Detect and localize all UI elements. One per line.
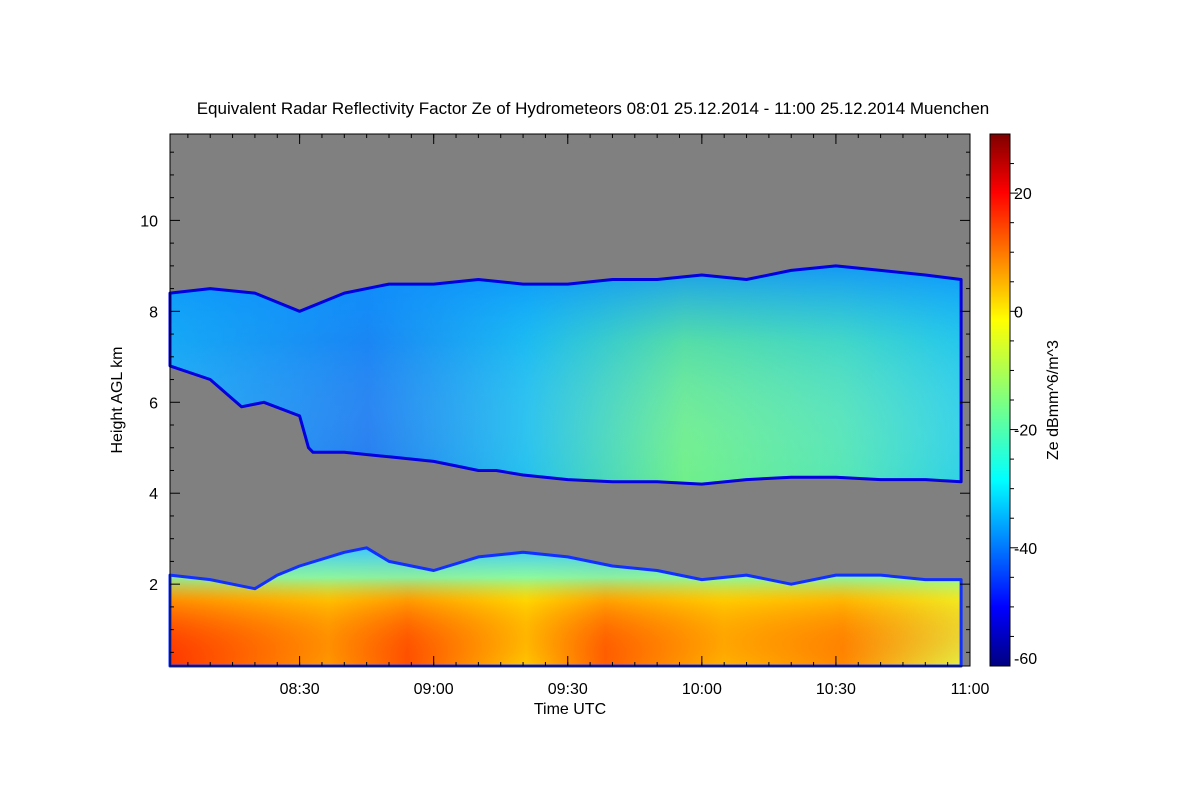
colorbar-tick-label: -40 [1014, 541, 1037, 558]
y-tick-label: 6 [149, 395, 158, 412]
x-axis-label: Time UTC [534, 701, 606, 718]
plot-frame [169, 133, 971, 667]
x-tick-label: 10:30 [816, 681, 856, 698]
x-tick-label: 08:30 [280, 681, 320, 698]
y-axis: 2 4 6 8 10 [140, 151, 970, 653]
colorbar-tick-label: -60 [1014, 651, 1037, 668]
chart-title: Equivalent Radar Reflectivity Factor Ze … [197, 99, 990, 118]
y-axis-label: Height AGL km [109, 346, 126, 453]
upper-cloud-edge [168, 264, 963, 486]
x-axis: 08:30 09:00 09:30 10:00 10:30 11:00 [187, 134, 990, 698]
x-tick-label: 11:00 [951, 681, 990, 698]
colorbar-tick-label: -20 [1014, 423, 1037, 440]
x-tick-label: 09:30 [548, 681, 588, 698]
colorbar-ticks: 20 0 -20 -40 -60 [1010, 163, 1037, 668]
colorbar-tick-label: 20 [1014, 186, 1032, 203]
colorbar: 20 0 -20 -40 -60 Ze dBmm^6/m^3 [989, 133, 1062, 668]
x-tick-label: 09:00 [414, 681, 454, 698]
plot-area [168, 133, 971, 668]
y-tick-label: 10 [140, 213, 158, 230]
low-precipitation-edge [168, 546, 963, 668]
y-tick-label: 8 [149, 304, 158, 321]
x-tick-label: 10:00 [682, 681, 722, 698]
y-tick-label: 2 [149, 577, 158, 594]
reflectivity-layers [168, 264, 963, 668]
colorbar-gradient [989, 133, 1011, 667]
y-tick-label: 4 [149, 486, 158, 503]
colorbar-tick-label: 0 [1014, 304, 1023, 321]
colorbar-label: Ze dBmm^6/m^3 [1045, 340, 1062, 460]
